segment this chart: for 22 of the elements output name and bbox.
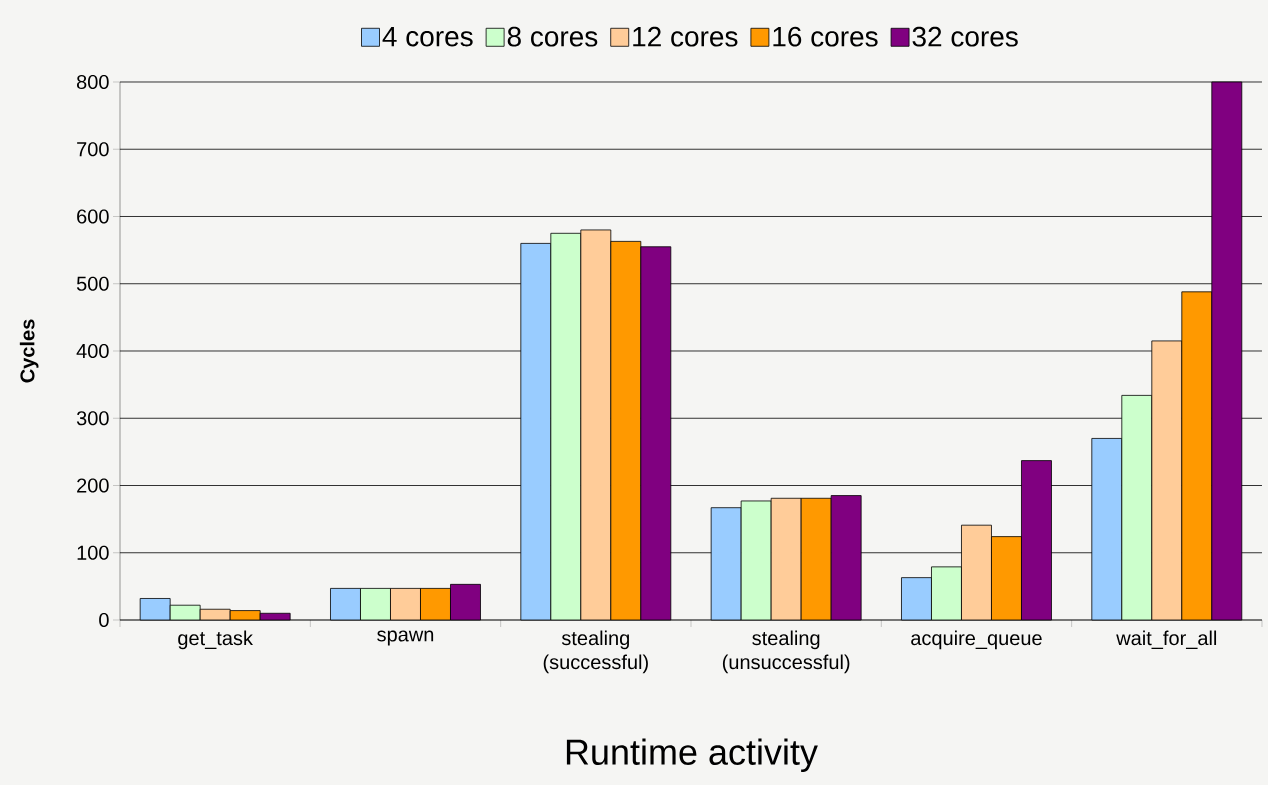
y-tick-label: 700 xyxy=(77,142,109,157)
x-tick-label: stealing (successful) xyxy=(543,630,648,674)
x-axis-title: Runtime activity xyxy=(566,738,818,773)
y-tick-label: 500 xyxy=(76,276,109,291)
legend-label: 4 cores xyxy=(382,26,473,47)
legend-label: 8 cores xyxy=(507,26,598,47)
y-tick-label: 0 xyxy=(99,612,109,628)
y-axis-title: Cycles xyxy=(19,319,39,383)
legend-label: 12 cores xyxy=(633,26,738,47)
y-tick-label: 200 xyxy=(77,478,109,493)
x-tick-label: wait_for_all xyxy=(1116,630,1217,649)
x-tick-label: get_task xyxy=(178,630,253,650)
x-tick-label: acquire_queue xyxy=(911,630,1042,650)
x-tick-label: stealing (unsuccessful) xyxy=(722,630,850,674)
y-tick-label: 100 xyxy=(77,545,109,560)
y-tick-label: 400 xyxy=(76,343,109,359)
y-tick-label: 800 xyxy=(76,74,109,90)
y-tick-label: 600 xyxy=(77,209,109,224)
y-tick-label: 300 xyxy=(76,411,109,426)
legend-label: 16 cores xyxy=(773,26,878,47)
x-tick-label: spawn xyxy=(377,630,434,646)
legend-label: 32 cores xyxy=(912,26,1018,47)
